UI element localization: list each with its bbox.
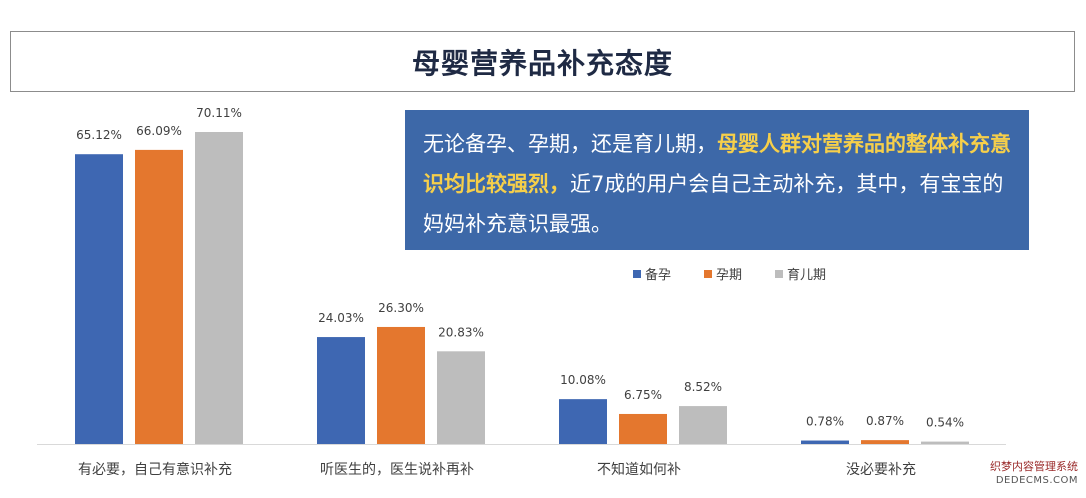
data-label-3-0: 0.78%	[806, 415, 844, 429]
bar-3-0	[801, 440, 849, 444]
bar-1-0	[317, 337, 365, 444]
legend-swatch-1	[704, 270, 712, 278]
data-label-1-2: 20.83%	[438, 325, 484, 339]
callout-highlight: 母婴人群对营养品的整体补充意识均比较强烈，	[423, 132, 1011, 196]
data-label-0-2: 70.11%	[196, 106, 242, 120]
data-label-2-1: 6.75%	[624, 388, 662, 402]
bar-3-2	[921, 441, 969, 444]
bar-3-1	[861, 440, 909, 444]
bar-2-2	[679, 406, 727, 444]
data-label-0-1: 66.09%	[136, 124, 182, 138]
chart-title: 母婴营养品补充态度	[411, 46, 673, 80]
legend-swatch-2	[775, 270, 783, 278]
title-box: 母婴营养品补充态度	[10, 31, 1075, 92]
bar-0-2	[195, 132, 243, 444]
legend-swatch-0	[633, 270, 641, 278]
watermark-line-2: DEDECMS.COM	[995, 475, 1078, 486]
data-label-2-2: 8.52%	[684, 380, 722, 394]
bar-0-0	[75, 154, 123, 445]
data-label-2-0: 10.08%	[560, 373, 606, 387]
bar-2-1	[619, 413, 667, 444]
bar-1-1	[377, 326, 425, 444]
watermark-line-1: 织梦内容管理系统	[990, 460, 1078, 473]
callout-text-2: 近7成的用户会自己主动补充，其中，有宝宝的妈妈补充意识最强。	[423, 172, 1004, 236]
legend-label-0: 备孕	[645, 267, 671, 283]
bar-0-1	[135, 149, 183, 445]
legend-label-1: 孕期	[716, 268, 742, 283]
data-label-3-2: 0.54%	[926, 416, 964, 430]
category-label-3: 没必要补充	[846, 462, 916, 478]
category-label-2: 不知道如何补	[597, 461, 681, 478]
data-label-3-1: 0.87%	[866, 414, 904, 428]
data-label-0-0: 65.12%	[76, 128, 122, 142]
watermark: 织梦内容管理系统 DEDECMS.COM	[954, 460, 1078, 488]
callout-box: 无论备孕、孕期，还是育儿期，母婴人群对营养品的整体补充意识均比较强烈，近7成的用…	[405, 110, 1029, 250]
data-label-1-1: 26.30%	[378, 301, 424, 315]
category-label-0: 有必要，自己有意识补充	[78, 461, 232, 478]
bar-2-0	[559, 399, 607, 444]
category-label-1: 听医生的，医生说补再补	[320, 462, 474, 478]
callout-text-1: 无论备孕、孕期，还是育儿期，	[423, 132, 717, 156]
legend-label-2: 育儿期	[787, 267, 826, 283]
data-label-1-0: 24.03%	[318, 311, 364, 325]
bar-1-2	[437, 351, 485, 444]
